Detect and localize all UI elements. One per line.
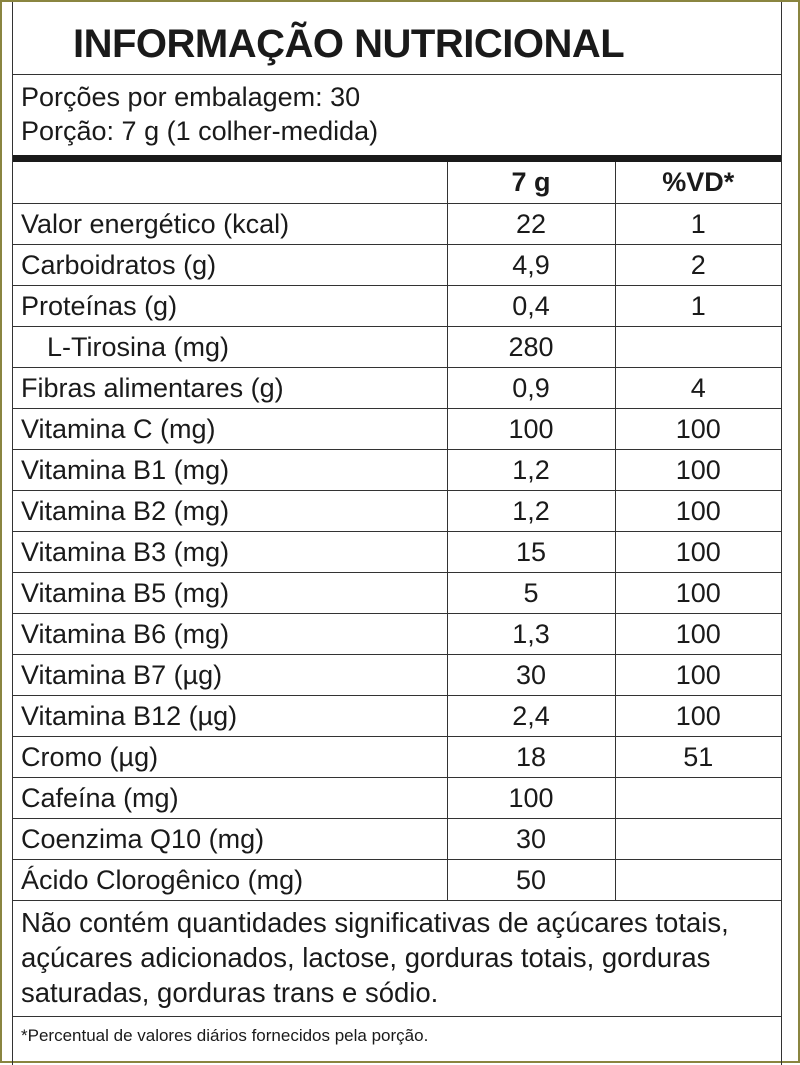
nutrient-label: Vitamina C (mg) [13, 408, 447, 450]
amount: 280 [446, 326, 615, 368]
daily-value-empty [614, 859, 781, 901]
amount: 18 [446, 736, 615, 778]
nutrient-label: Fibras alimentares (g) [13, 367, 447, 409]
daily-value: 1 [614, 203, 781, 245]
amount: 1,3 [446, 613, 615, 655]
label-frame: INFORMAÇÃO NUTRICIONAL Porções por embal… [12, 2, 782, 1065]
amount: 100 [446, 408, 615, 450]
nutrient-label: Vitamina B5 (mg) [13, 572, 447, 614]
amount: 4,9 [446, 244, 615, 286]
nutrient-label: Cafeína (mg) [13, 777, 447, 819]
amount: 50 [446, 859, 615, 901]
daily-value: 100 [614, 408, 781, 450]
nutrient-row: Coenzima Q10 (mg) 30 [13, 818, 781, 860]
nutrient-label: Vitamina B1 (mg) [13, 449, 447, 491]
amount: 0,9 [446, 367, 615, 409]
daily-value-empty [614, 818, 781, 860]
nutrient-row: Carboidratos (g) 4,9 2 [13, 244, 781, 286]
nutrient-label: Vitamina B2 (mg) [13, 490, 447, 532]
daily-value: 1 [614, 285, 781, 327]
column-header: %VD* [614, 162, 781, 204]
daily-value: 100 [614, 613, 781, 655]
nutrient-label: Ácido Clorogênico (mg) [13, 859, 447, 901]
amount: 5 [446, 572, 615, 614]
amount: 0,4 [446, 285, 615, 327]
daily-value: 2 [614, 244, 781, 286]
daily-value-empty [614, 777, 781, 819]
nutrient-label: Vitamina B7 (µg) [13, 654, 447, 696]
nutrient-label: Vitamina B3 (mg) [13, 531, 447, 573]
nutrient-label: Proteínas (g) [13, 285, 447, 327]
nutrient-label: Carboidratos (g) [13, 244, 447, 286]
amount: 100 [446, 777, 615, 819]
nutrient-row: Valor energético (kcal) 22 1 [13, 203, 781, 245]
nutrient-label: Valor energético (kcal) [13, 203, 447, 245]
nutrient-label: Vitamina B6 (mg) [13, 613, 447, 655]
nutrient-row: Proteínas (g) 0,4 1 [13, 285, 781, 327]
daily-value: 51 [614, 736, 781, 778]
nutrient-row: Fibras alimentares (g) 0,9 4 [13, 367, 781, 409]
nutrient-row: L-Tirosina (mg) 280 [13, 326, 781, 368]
daily-value: 100 [614, 654, 781, 696]
daily-value: 100 [614, 531, 781, 573]
title: INFORMAÇÃO NUTRICIONAL [73, 22, 625, 66]
rule [13, 74, 781, 75]
note: Não contém quantidades significativas de… [21, 907, 729, 1008]
daily-value: 100 [614, 490, 781, 532]
daily-value: 100 [614, 572, 781, 614]
nutrient-row: Vitamina C (mg) 100 100 [13, 408, 781, 450]
nutrient-row: Vitamina B2 (mg) 1,2 100 [13, 490, 781, 532]
nutrient-row: Cromo (µg) 18 51 [13, 736, 781, 778]
nutrient-label: L-Tirosina (mg) [13, 326, 447, 368]
nutrient-row: Vitamina B3 (mg) 15 100 [13, 531, 781, 573]
servings: Porções por embalagem: 30 [21, 82, 361, 112]
daily-value-empty [614, 326, 781, 368]
daily-value: 100 [614, 695, 781, 737]
footnote: *Percentual de valores diários fornecido… [21, 1026, 429, 1045]
header-row: 7 g %VD* [13, 162, 781, 204]
nutrient-row: Vitamina B1 (mg) 1,2 100 [13, 449, 781, 491]
thick-rule [13, 155, 781, 162]
daily-value: 100 [614, 449, 781, 491]
nutrient-row: Vitamina B6 (mg) 1,3 100 [13, 613, 781, 655]
nutrient-row: Vitamina B7 (µg) 30 100 [13, 654, 781, 696]
nutrient-label: Coenzima Q10 (mg) [13, 818, 447, 860]
amount: 15 [446, 531, 615, 573]
rule [13, 1016, 781, 1017]
daily-value: 4 [614, 367, 781, 409]
nutrient-row: Vitamina B5 (mg) 5 100 [13, 572, 781, 614]
nutrient-label: Vitamina B12 (µg) [13, 695, 447, 737]
header-cell [13, 162, 447, 204]
nutrient-row: Cafeína (mg) 100 [13, 777, 781, 819]
nutrient-row: Vitamina B12 (µg) 2,4 100 [13, 695, 781, 737]
serving-size: Porção: 7 g (1 colher-medida) [21, 116, 379, 146]
column-header: 7 g [446, 162, 615, 204]
nutrient-label: Cromo (µg) [13, 736, 447, 778]
amount: 2,4 [446, 695, 615, 737]
amount: 30 [446, 818, 615, 860]
amount: 1,2 [446, 449, 615, 491]
amount: 22 [446, 203, 615, 245]
amount: 30 [446, 654, 615, 696]
nutrition-table: 7 g %VD* Valor energético (kcal) 22 1 Carbo… [13, 162, 781, 901]
amount: 1,2 [446, 490, 615, 532]
nutrient-row: Ácido Clorogênico (mg) 50 [13, 859, 781, 901]
